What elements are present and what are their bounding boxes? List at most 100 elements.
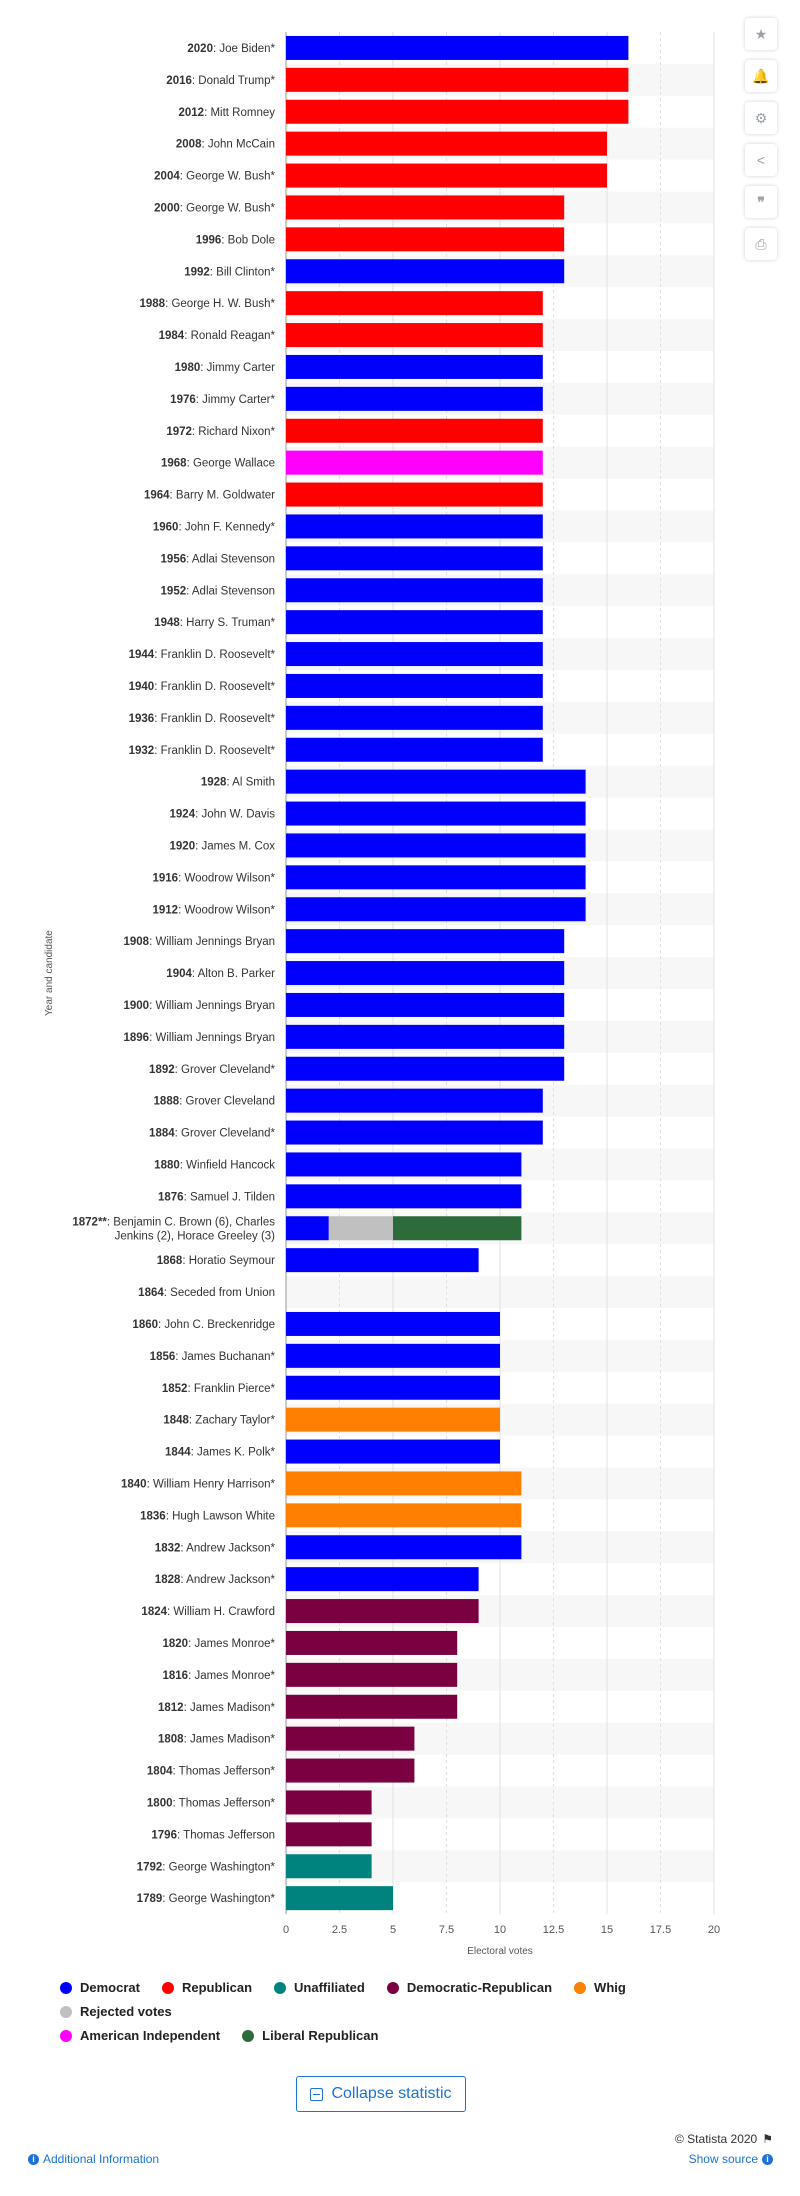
collapse-statistic-button[interactable]: Collapse statistic [296, 2076, 466, 2112]
legend-item-republican[interactable]: Republican [161, 1980, 252, 1995]
bar-2020-democrat [286, 35, 629, 60]
y-tick-year: 2008 [176, 139, 202, 151]
y-tick-year: 1948 [154, 617, 180, 629]
y-tick-label: 1836: Hugh Lawson White [140, 1510, 275, 1522]
bar-1948-democrat [286, 610, 543, 635]
y-tick-year: 2012 [178, 107, 204, 119]
legend-marker [60, 2005, 72, 2018]
additional-information-link[interactable]: i Additional Information [28, 2152, 159, 2166]
bar-1880-democrat [286, 1152, 522, 1177]
bar-1888-democrat [286, 1088, 543, 1113]
y-tick-candidate: : George W. Bush* [180, 171, 276, 183]
y-tick-year: 1848 [163, 1415, 189, 1427]
show-source-link[interactable]: Show source i [689, 2152, 773, 2166]
bar-1896-democrat [286, 1024, 565, 1049]
y-tick-candidate: : Horatio Seymour [182, 1255, 275, 1267]
print-button[interactable]: ⎙ [745, 228, 777, 260]
legend-marker [574, 1981, 587, 1994]
y-tick-label: 1936: Franklin D. Roosevelt* [129, 713, 276, 725]
y-tick-label: 1789: George Washington* [137, 1893, 276, 1905]
bar-1964-republican [286, 482, 543, 507]
bar-1988-republican [286, 291, 543, 316]
share-icon: < [756, 152, 766, 168]
y-tick-candidate: : James M. Cox [195, 840, 275, 852]
y-tick-candidate: : William H. Crawford [167, 1606, 275, 1618]
y-tick-candidate: : George W. Bush* [180, 202, 276, 214]
legend-item-unaffiliated[interactable]: Unaffiliated [274, 1980, 365, 1995]
y-tick-year: 1892 [149, 1064, 175, 1076]
y-tick-label: 1824: William H. Crawford [141, 1606, 275, 1618]
y-axis-title: Year and candidate [44, 930, 55, 1016]
y-tick-label: 1900: William Jennings Bryan [124, 1000, 276, 1012]
y-tick-year: 1956 [161, 553, 187, 565]
additional-information-label: Additional Information [43, 2152, 160, 2166]
legend-item-american-independent[interactable]: American Independent [60, 2028, 220, 2043]
y-tick-label: 1864: Seceded from Union [138, 1287, 275, 1299]
y-tick-label: 2000: George W. Bush* [154, 202, 275, 214]
legend-item-liberal-republican[interactable]: Liberal Republican [242, 2028, 378, 2043]
x-tick-label: 2.5 [332, 1924, 347, 1936]
bar-1800-democratic-republican [286, 1790, 372, 1815]
legend: Democrat Republican Unaffiliated Democratic… [60, 1980, 760, 2052]
bar-1816-democratic-republican [286, 1662, 458, 1687]
y-tick-label: 1880: Winfield Hancock [154, 1159, 275, 1171]
y-tick-candidate: : William Henry Harrison* [147, 1478, 276, 1490]
y-tick-candidate: : Franklin Pierce* [187, 1383, 275, 1395]
y-tick-candidate: : Grover Cleveland* [175, 1064, 276, 1076]
bar-1860-democrat [286, 1311, 500, 1336]
y-tick-candidate: : Thomas Jefferson [177, 1829, 275, 1841]
notification-button[interactable]: 🔔 [745, 60, 777, 92]
y-tick-year: 2016 [166, 75, 192, 87]
y-tick-label: 1848: Zachary Taylor* [163, 1415, 275, 1427]
y-tick-year: 1872** [72, 1216, 107, 1228]
bar-1876-democrat [286, 1184, 522, 1209]
y-tick-candidate: : Grover Cleveland [179, 1096, 275, 1108]
legend-item-democratic-republican[interactable]: Democratic-Republican [386, 1980, 553, 1995]
y-tick-candidate: : Seceded from Union [164, 1287, 275, 1299]
bar-1996-republican [286, 227, 565, 252]
y-tick-year: 1960 [153, 521, 179, 533]
bar-1804-democratic-republican [286, 1758, 415, 1783]
y-tick-label: 1816: James Monroe* [162, 1670, 275, 1682]
legend-item-democrat[interactable]: Democrat [60, 1980, 140, 1995]
share-button[interactable]: < [745, 144, 777, 176]
y-tick-year: 1916 [152, 872, 178, 884]
y-tick-candidate: : Franklin D. Roosevelt* [154, 713, 275, 725]
y-tick-year: 2000 [154, 202, 180, 214]
bar-1976-democrat [286, 386, 543, 411]
quote-icon: ❞ [757, 193, 765, 210]
legend-marker [242, 2029, 255, 2042]
y-tick-label: 1960: John F. Kennedy* [153, 521, 276, 533]
y-tick-candidate: : Harry S. Truman* [180, 617, 276, 629]
star-icon: ★ [754, 25, 768, 42]
bar-1968-american-independent [286, 450, 543, 475]
settings-button[interactable]: ⚙ [745, 102, 777, 134]
collapse-icon [310, 2087, 324, 2101]
favorite-button[interactable]: ★ [745, 18, 777, 50]
bar-1789-unaffiliated [286, 1886, 393, 1911]
y-tick-candidate: : James Madison* [184, 1734, 276, 1746]
print-icon: ⎙ [755, 235, 767, 252]
y-tick-year: 1944 [129, 649, 155, 661]
cite-button[interactable]: ❞ [745, 186, 777, 218]
y-tick-year: 1924 [170, 809, 196, 821]
info-icon: i [28, 2153, 39, 2165]
y-tick-year: 1968 [161, 458, 187, 470]
y-tick-label: 1972: Richard Nixon* [166, 426, 275, 438]
legend-label: Democratic-Republican [406, 1980, 553, 1995]
y-tick-candidate: : Thomas Jefferson* [173, 1766, 276, 1778]
y-tick-candidate: : James K. Polk* [191, 1447, 276, 1459]
bar-1836-whig [286, 1503, 522, 1528]
legend-item-rejected-votes[interactable]: Rejected votes [60, 2004, 172, 2019]
bar-1808-democratic-republican [286, 1726, 415, 1751]
bar-1872**-rejected-votes [328, 1216, 393, 1241]
bar-1884-democrat [286, 1120, 543, 1145]
y-tick-label: 1940: Franklin D. Roosevelt* [129, 681, 276, 693]
bar-2000-republican [286, 195, 565, 220]
gear-icon: ⚙ [754, 109, 768, 126]
legend-item-whig[interactable]: Whig [574, 1980, 626, 1995]
y-tick-label: 1804: Thomas Jefferson* [147, 1766, 276, 1778]
bar-2004-republican [286, 163, 607, 188]
y-tick-year: 1904 [166, 968, 192, 980]
y-tick-year: 1876 [158, 1191, 184, 1203]
